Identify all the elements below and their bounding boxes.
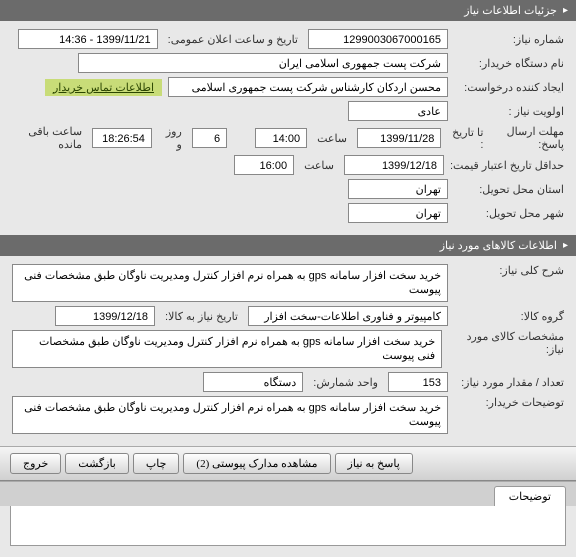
days-remain-value: 6 xyxy=(192,128,227,148)
tab-content xyxy=(10,506,566,546)
creator-label: ایجاد کننده درخواست: xyxy=(454,81,564,94)
attachments-button[interactable]: مشاهده مدارک پیوستی (2) xyxy=(183,453,330,474)
notes-label: توضیحات خریدار: xyxy=(454,396,564,409)
back-button[interactable]: بازگشت xyxy=(65,453,129,474)
spec-label: مشخصات کالای مورد نیاز: xyxy=(448,330,564,356)
unit-value: دستگاه xyxy=(203,372,303,392)
creator-value: محسن اردکان کارشناس شرکت پست جمهوری اسلا… xyxy=(168,77,448,97)
org-value: شرکت پست جمهوری اسلامی ایران xyxy=(78,53,448,73)
notes-value: خرید سخت افزار سامانه gps به همراه نرم ا… xyxy=(12,396,448,434)
need-number-label: شماره نیاز: xyxy=(454,33,564,46)
qty-label: تعداد / مقدار مورد نیاز: xyxy=(454,376,564,389)
section-title-goods: اطلاعات کالاهای مورد نیاز xyxy=(440,239,557,252)
contact-link[interactable]: اطلاعات تماس خریدار xyxy=(45,79,162,96)
section-header-goods: اطلاعات کالاهای مورد نیاز xyxy=(0,235,576,256)
exit-button[interactable]: خروج xyxy=(10,453,61,474)
group-label: گروه کالا: xyxy=(454,310,564,323)
deadline-label: مهلت ارسال پاسخ: xyxy=(493,125,564,151)
qty-value: 153 xyxy=(388,372,448,392)
public-time-value: 1399/11/21 - 14:36 xyxy=(18,29,158,49)
credit-time-value: 16:00 xyxy=(234,155,294,175)
unit-label: واحد شمارش: xyxy=(309,376,382,389)
print-button[interactable]: چاپ xyxy=(133,453,180,474)
respond-button[interactable]: پاسخ به نیاز xyxy=(335,453,413,474)
to-date-label: تا تاریخ : xyxy=(447,126,487,151)
section-header-need-details: جزئیات اطلاعات نیاز xyxy=(0,0,576,21)
time-label-1: ساعت xyxy=(313,132,351,145)
org-label: نام دستگاه خریدار: xyxy=(454,57,564,70)
group-value: کامپیوتر و فناوری اطلاعات-سخت افزار xyxy=(248,306,448,326)
hours-label: ساعت باقی مانده xyxy=(12,125,86,151)
need-date-label: تاریخ نیاز به کالا: xyxy=(161,310,242,323)
goods-form: شرح کلی نیاز: خرید سخت افزار سامانه gps … xyxy=(0,256,576,446)
desc-label: شرح کلی نیاز: xyxy=(454,264,564,277)
city-label: شهر محل تحویل: xyxy=(454,207,564,220)
need-date-value: 1399/12/18 xyxy=(55,306,155,326)
need-number-value: 1299003067000165 xyxy=(308,29,448,49)
city-value: تهران xyxy=(348,203,448,223)
public-time-label: تاریخ و ساعت اعلان عمومی: xyxy=(164,33,302,46)
hours-remain-value: 18:26:54 xyxy=(92,128,152,148)
credit-label: حداقل تاریخ اعتبار قیمت: xyxy=(450,159,564,172)
time-label-2: ساعت xyxy=(300,159,338,172)
need-details-form: شماره نیاز: 1299003067000165 تاریخ و ساع… xyxy=(0,21,576,235)
days-label: روز و xyxy=(158,125,186,151)
province-label: استان محل تحویل: xyxy=(454,183,564,196)
priority-label: اولویت نیاز : xyxy=(454,105,564,118)
tabs-bar: توضیحات xyxy=(0,481,576,506)
button-bar: خروج بازگشت چاپ مشاهده مدارک پیوستی (2) … xyxy=(0,446,576,481)
province-value: تهران xyxy=(348,179,448,199)
tab-notes[interactable]: توضیحات xyxy=(494,486,566,506)
section-title: جزئیات اطلاعات نیاز xyxy=(464,4,557,17)
deadline-date-value: 1399/11/28 xyxy=(357,128,441,148)
deadline-time-value: 14:00 xyxy=(255,128,307,148)
spec-value: خرید سخت افزار سامانه gps به همراه نرم ا… xyxy=(12,330,442,368)
credit-date-value: 1399/12/18 xyxy=(344,155,444,175)
desc-value: خرید سخت افزار سامانه gps به همراه نرم ا… xyxy=(12,264,448,302)
priority-value: عادی xyxy=(348,101,448,121)
